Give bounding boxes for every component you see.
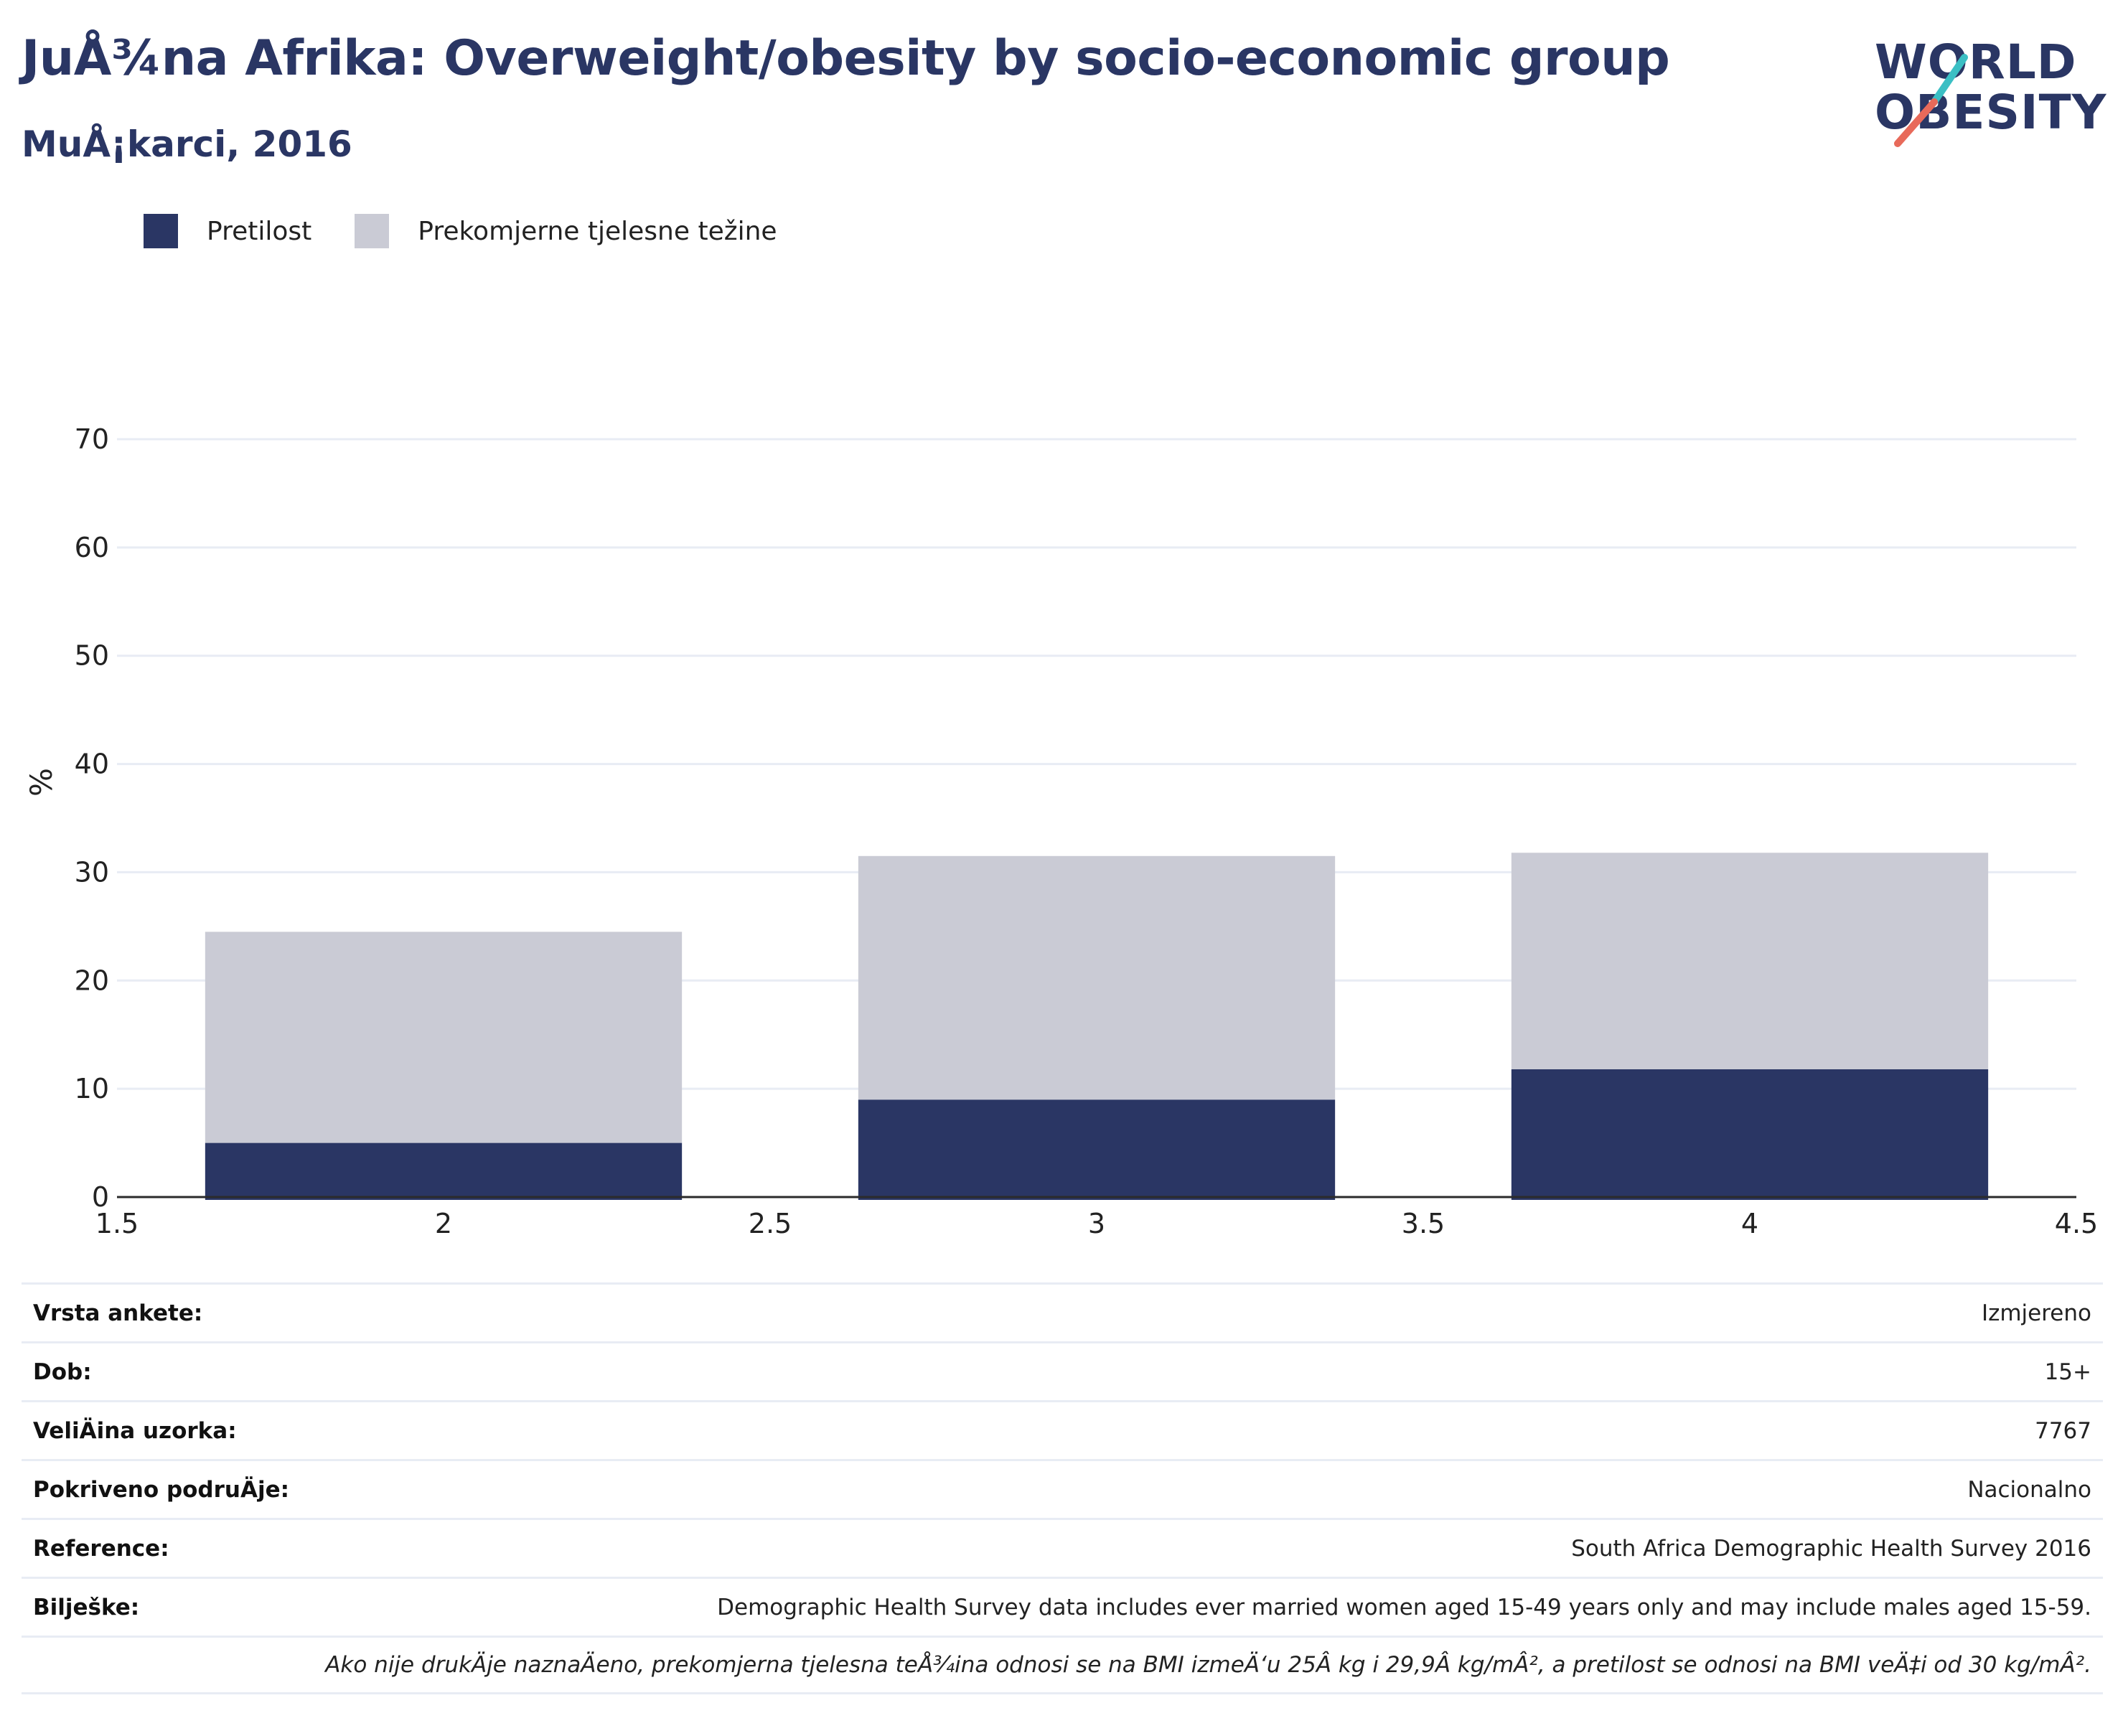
bar-overweight — [1512, 853, 1988, 1069]
bar-chart: 0102030405060701.5 2 2.5 3 3.5 4 4.5% — [0, 0, 2123, 1256]
x-tick-label: 3 — [1088, 1208, 1105, 1239]
bar-overweight — [858, 856, 1335, 1099]
bar-obesity — [205, 1143, 682, 1200]
bar-overweight — [205, 932, 682, 1143]
x-tick-label: 1.5 — [95, 1208, 139, 1239]
y-tick-label: 50 — [75, 640, 109, 672]
meta-label: Dob: — [33, 1359, 92, 1385]
x-tick-label: 2.5 — [749, 1208, 792, 1239]
meta-row-notes: Bilješke: Demographic Health Survey data… — [22, 1577, 2103, 1636]
y-tick-label: 10 — [75, 1073, 109, 1104]
meta-row-survey-type: Vrsta ankete: Izmjereno — [22, 1282, 2103, 1341]
meta-row-reference: Reference: South Africa Demographic Heal… — [22, 1518, 2103, 1577]
y-tick-label: 70 — [75, 423, 109, 455]
x-tick-label: 4.5 — [2055, 1208, 2098, 1239]
meta-label: Reference: — [33, 1536, 169, 1562]
y-tick-label: 40 — [75, 749, 109, 780]
y-axis-title: % — [24, 768, 59, 797]
meta-row-coverage: Pokriveno podruÄje: Nacionalno — [22, 1459, 2103, 1518]
meta-label: VeliÄina uzorka: — [33, 1418, 237, 1444]
meta-row-age: Dob: 15+ — [22, 1341, 2103, 1400]
y-tick-label: 20 — [75, 965, 109, 996]
y-tick-label: 60 — [75, 532, 109, 563]
meta-row-sample-size: VeliÄina uzorka: 7767 — [22, 1400, 2103, 1459]
meta-value: South Africa Demographic Health Survey 2… — [1571, 1536, 2091, 1562]
bar-obesity — [1512, 1069, 1988, 1200]
y-tick-label: 30 — [75, 856, 109, 888]
meta-value: Nacionalno — [1967, 1477, 2091, 1503]
x-tick-label: 3.5 — [1402, 1208, 1445, 1239]
meta-value: 15+ — [2045, 1359, 2091, 1385]
definition-note: Ako nije drukÄje naznaÄeno, prekomjern… — [325, 1652, 2091, 1678]
meta-label: Vrsta ankete: — [33, 1300, 202, 1326]
meta-value: Izmjereno — [1982, 1300, 2091, 1326]
meta-value: 7767 — [2035, 1418, 2091, 1444]
x-tick-label: 2 — [435, 1208, 452, 1239]
bar-obesity — [858, 1099, 1335, 1200]
x-tick-label: 4 — [1741, 1208, 1758, 1239]
meta-label: Bilješke: — [33, 1595, 139, 1620]
meta-label: Pokriveno podruÄje: — [33, 1477, 289, 1503]
survey-details-table: Vrsta ankete: Izmjereno Dob: 15+ VeliÄi… — [22, 1282, 2103, 1694]
meta-row-definition-note: Ako nije drukÄje naznaÄeno, prekomjern… — [22, 1636, 2103, 1694]
meta-value: Demographic Health Survey data includes … — [717, 1595, 2091, 1620]
